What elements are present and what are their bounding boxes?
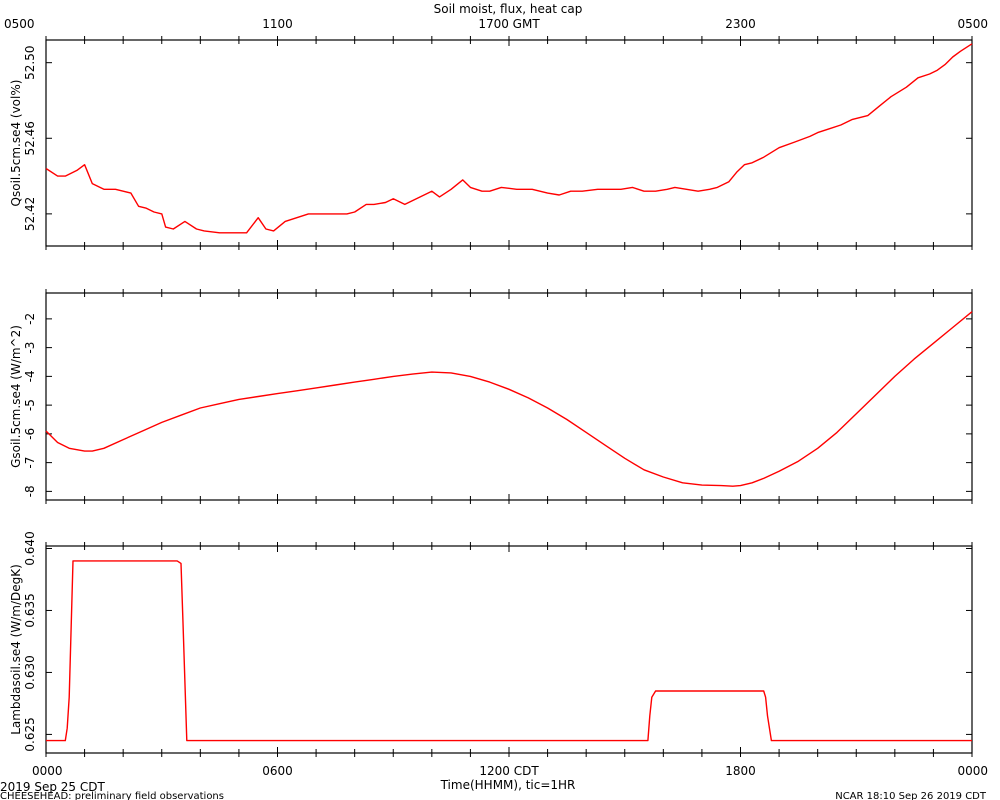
y-tick-label: -3 — [23, 342, 37, 354]
y-tick-label: -2 — [23, 313, 37, 325]
series-line — [46, 560, 972, 742]
y-tick-label: 0.640 — [23, 531, 37, 565]
series-line — [45, 43, 973, 234]
top-tick-label: 1700 GMT — [478, 17, 540, 31]
bottom-tick-label: 1800 — [725, 764, 756, 778]
date-label: 2019 Sep 25 CDT — [0, 780, 105, 794]
y-tick-label: -6 — [23, 428, 37, 440]
y-tick-label: -5 — [23, 399, 37, 411]
footer-right-note: NCAR 18:10 Sep 26 2019 CDT — [835, 791, 987, 800]
top-tick-label: 0500 — [4, 17, 35, 31]
series-line — [45, 311, 973, 487]
panel-frame — [45, 545, 973, 754]
bottom-axis-tick-labels: 0000 0600 1200 CDT 1800 0000 — [32, 764, 988, 778]
top-tick-label: 1100 — [262, 17, 293, 31]
bottom-tick-label: 0600 — [262, 764, 293, 778]
y-axis-label: Lambdasoil.se4 (W/m/DegK) — [9, 564, 23, 735]
top-tick-label: 2300 — [725, 17, 756, 31]
x-axis-label: Time(HHMM), tic=1HR — [440, 778, 576, 792]
y-tick-label: 0.635 — [23, 593, 37, 627]
y-axis-label: Gsoil.5cm.se4 (W/m^2) — [9, 325, 23, 468]
bottom-tick-label: 0000 — [957, 764, 988, 778]
top-tick-label: 0500 — [957, 17, 988, 31]
y-tick-label: 0.630 — [23, 655, 37, 689]
y-tick-label: 52.50 — [23, 45, 37, 79]
panel-frame — [45, 39, 973, 247]
bottom-tick-label: 1200 CDT — [479, 764, 539, 778]
footer-left-note: CHEESEHEAD: preliminary field observatio… — [0, 791, 224, 800]
y-tick-label: 52.46 — [23, 121, 37, 155]
y-tick-label: -4 — [23, 370, 37, 382]
chart-title: Soil moist, flux, heat cap — [434, 2, 583, 16]
y-tick-label: 52.42 — [23, 197, 37, 231]
bottom-tick-label: 0000 — [32, 764, 63, 778]
panel-frame — [45, 292, 973, 501]
y-axis-label: Qsoil.5cm.se4 (vol%) — [9, 80, 23, 207]
y-tick-label: -7 — [23, 457, 37, 469]
top-axis-tick-labels: 0500 1100 1700 GMT 2300 0500 — [4, 17, 988, 31]
y-tick-label: 0.625 — [23, 717, 37, 751]
y-tick-label: -8 — [23, 485, 37, 497]
